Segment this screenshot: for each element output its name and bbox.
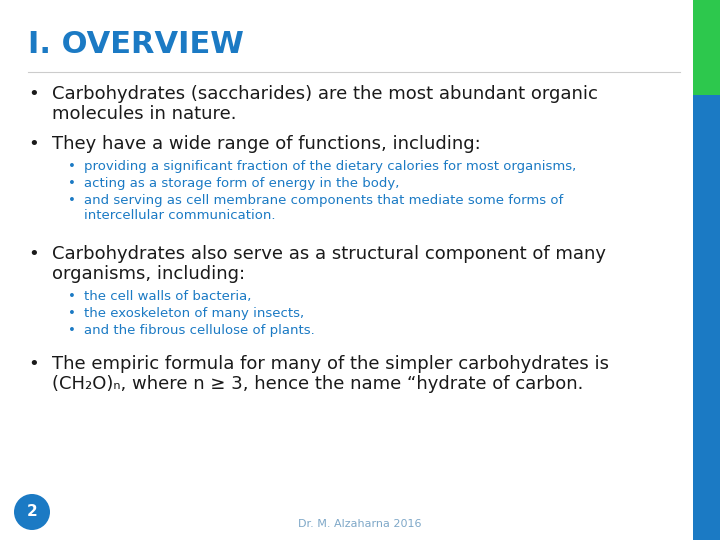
Text: intercellular communication.: intercellular communication. xyxy=(84,209,276,222)
Text: •: • xyxy=(28,355,39,373)
Text: •: • xyxy=(68,177,76,190)
Text: Carbohydrates (saccharides) are the most abundant organic: Carbohydrates (saccharides) are the most… xyxy=(52,85,598,103)
Text: •: • xyxy=(68,324,76,337)
Text: The empiric formula for many of the simpler carbohydrates is: The empiric formula for many of the simp… xyxy=(52,355,609,373)
Text: and the fibrous cellulose of plants.: and the fibrous cellulose of plants. xyxy=(84,324,315,337)
Text: the exoskeleton of many insects,: the exoskeleton of many insects, xyxy=(84,307,304,320)
Text: Dr. M. Alzaharna 2016: Dr. M. Alzaharna 2016 xyxy=(298,519,422,529)
Text: providing a significant fraction of the dietary calories for most organisms,: providing a significant fraction of the … xyxy=(84,160,576,173)
Text: •: • xyxy=(28,85,39,103)
Text: organisms, including:: organisms, including: xyxy=(52,265,245,283)
Text: (CH₂O)ₙ, where n ≥ 3, hence the name “hydrate of carbon.: (CH₂O)ₙ, where n ≥ 3, hence the name “hy… xyxy=(52,375,583,393)
Text: molecules in nature.: molecules in nature. xyxy=(52,105,236,123)
Text: Carbohydrates also serve as a structural component of many: Carbohydrates also serve as a structural… xyxy=(52,245,606,263)
Text: •: • xyxy=(68,160,76,173)
Text: and serving as cell membrane components that mediate some forms of: and serving as cell membrane components … xyxy=(84,194,563,207)
Bar xyxy=(693,0,720,94)
Text: acting as a storage form of energy in the body,: acting as a storage form of energy in th… xyxy=(84,177,400,190)
Text: •: • xyxy=(68,290,76,303)
Text: •: • xyxy=(68,194,76,207)
Text: They have a wide range of functions, including:: They have a wide range of functions, inc… xyxy=(52,135,481,153)
Text: •: • xyxy=(28,135,39,153)
Text: I. OVERVIEW: I. OVERVIEW xyxy=(28,30,244,59)
Circle shape xyxy=(14,494,50,530)
Text: •: • xyxy=(68,307,76,320)
Bar xyxy=(693,94,720,540)
Text: the cell walls of bacteria,: the cell walls of bacteria, xyxy=(84,290,251,303)
Text: 2: 2 xyxy=(27,504,37,519)
Text: •: • xyxy=(28,245,39,263)
